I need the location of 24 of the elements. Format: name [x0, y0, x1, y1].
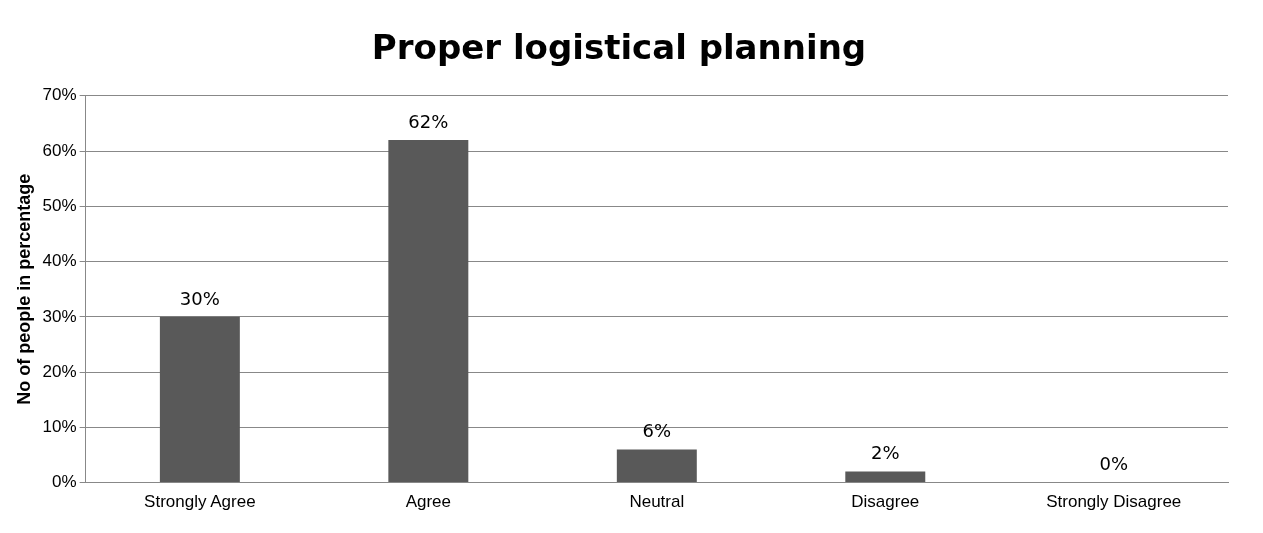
y-tick-label: 50%	[42, 196, 77, 215]
data-label: 0%	[1099, 453, 1129, 475]
y-tick-label: 60%	[42, 140, 77, 160]
data-label: 2%	[871, 442, 900, 464]
y-tick-label: 10%	[42, 417, 77, 437]
x-tick-label: Strongly Disagree	[1046, 492, 1182, 512]
data-label: 30%	[179, 287, 220, 309]
y-tick-label: 40%	[42, 251, 77, 271]
y-tick-label: 20%	[42, 361, 77, 381]
x-tick-label: Agree	[405, 492, 452, 512]
x-tick-label: Neutral	[629, 492, 685, 512]
data-label: 62%	[408, 110, 449, 132]
x-tick-label: Strongly Agree	[144, 492, 256, 512]
bar	[616, 449, 697, 483]
y-tick-label: 0%	[52, 472, 77, 492]
bar	[159, 316, 240, 483]
y-axis-title: No of people in percentage	[13, 173, 34, 405]
bar	[388, 140, 469, 483]
data-label: 6%	[642, 420, 672, 442]
y-tick-label: 30%	[42, 306, 77, 326]
y-tick-label: 70%	[42, 85, 77, 105]
x-tick-label: Disagree	[851, 492, 920, 512]
chart-title: Proper logistical planning	[371, 27, 867, 68]
bar	[845, 471, 926, 483]
